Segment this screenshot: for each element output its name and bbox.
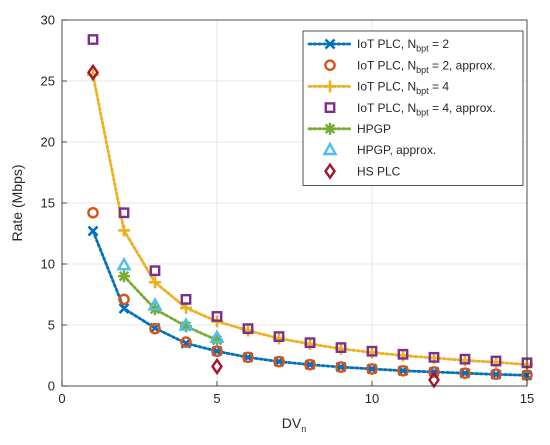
data-point [87,34,99,45]
data-point [242,323,254,335]
legend-label-sub: bpt [416,86,429,96]
x-axis-label-main: DV [282,415,302,431]
data-point [273,355,285,368]
data-point [118,207,130,219]
data-point [459,353,471,365]
data-point [335,342,347,353]
y-tick-label: 30 [41,13,55,28]
legend-marker [324,102,336,114]
series-line [122,274,219,342]
legend-label: HPGP, approx. [357,143,436,157]
data-point [490,368,502,380]
legend-label-tail: = 2, approx. [429,58,496,72]
data-point [118,224,130,237]
data-point [180,336,192,348]
legend-label-main: HPGP [357,122,391,136]
legend-marker [324,122,336,135]
data-point [149,322,161,335]
legend-label-sub: bpt [416,107,429,117]
data-point [366,363,378,375]
legend-label-sub: bpt [416,65,429,75]
data-point [87,206,99,219]
y-tick-label: 10 [41,257,55,272]
y-tick-label: 5 [48,318,55,333]
data-point [209,329,225,344]
legend-marker [324,59,336,71]
legend-label-main: IoT PLC, N [357,58,416,72]
legend-label-tail: = 4 [429,80,450,94]
data-point [490,355,502,367]
legend-marker [322,141,338,156]
legend-label: HS PLC [357,164,401,178]
legend-label-main: HPGP, approx. [357,143,436,157]
series-4 [87,34,533,369]
data-point [397,348,409,360]
legend-box [302,30,524,186]
data-point [273,331,285,342]
x-axis-label-sub: n [301,424,306,434]
legend-entry: HS PLC [324,162,401,180]
data-point [428,351,440,363]
data-point [87,63,99,82]
data-point [242,351,254,364]
series-layer [87,34,533,389]
legend-entry: IoT PLC, Nbpt = 2, approx. [324,58,496,75]
data-point [335,361,347,373]
legend-entry: HPGP, approx. [322,141,436,157]
legend-entry: IoT PLC, Nbpt = 2 [307,37,449,54]
y-axis-label: Rate (Mbps) [9,164,25,241]
legend-label-main: IoT PLC, N [357,80,416,94]
legend-label: IoT PLC, Nbpt = 4, approx. [357,101,496,118]
data-point [397,364,409,377]
legend-label-tail: = 4, approx. [429,101,496,115]
legend-marker [324,38,336,50]
data-point [118,293,130,306]
legend-marker [324,162,336,180]
x-tick-label: 15 [520,391,534,406]
data-point [116,256,132,271]
series-6 [116,256,225,344]
axis-ticks: 0 5 10 15 0 5 10 15 20 25 30 [41,13,535,407]
data-point [304,337,316,349]
data-point [211,345,223,358]
data-point [87,225,99,237]
legend-label-main: HS PLC [357,164,401,178]
legend-entry: IoT PLC, Nbpt = 4 [307,80,449,97]
legend-entry: HPGP [307,122,391,136]
x-axis-label: DVn [282,415,306,434]
data-point [118,303,130,314]
y-tick-label: 20 [41,135,55,150]
data-point [180,293,192,305]
data-point [304,358,316,371]
legend-label: IoT PLC, Nbpt = 2 [357,37,449,54]
data-point [211,357,223,376]
legend-label: HPGP [357,122,391,136]
x-tick-label: 0 [58,391,65,406]
data-point [366,345,378,357]
data-point [178,317,194,331]
data-point [118,270,130,283]
y-tick-label: 15 [41,196,55,211]
y-tick-label: 0 [48,379,55,394]
legend-marker [324,80,336,93]
data-point [149,265,161,277]
legend-label: IoT PLC, Nbpt = 2, approx. [357,58,496,75]
data-point [149,276,161,289]
data-point [428,366,440,378]
legend-entry: IoT PLC, Nbpt = 4, approx. [324,101,496,118]
y-tick-label: 25 [41,74,55,89]
x-tick-label: 10 [365,391,379,406]
legend-label: IoT PLC, Nbpt = 4 [357,80,449,97]
data-point [147,296,163,311]
x-tick-label: 5 [213,391,220,406]
data-point [459,367,471,379]
legend-label-tail: = 2 [429,37,450,51]
legend-label-main: IoT PLC, N [357,101,416,115]
data-point [211,311,223,322]
legend-label-sub: bpt [416,44,429,54]
legend-label-main: IoT PLC, N [357,37,416,51]
